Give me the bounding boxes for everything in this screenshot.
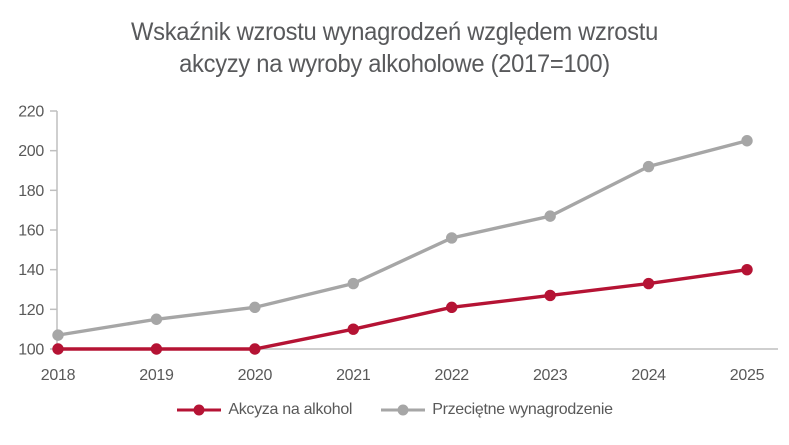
x-tick-label-2022: 2022 [435, 367, 470, 384]
data-point-przeci-tne-wynagrodzenie-2022 [446, 232, 458, 244]
y-tick-label-120: 120 [18, 302, 44, 319]
data-point-przeci-tne-wynagrodzenie-2021 [347, 277, 359, 290]
x-tick-label-2021: 2021 [336, 367, 371, 384]
legend-label-wynagrodzenie: Przeciętne wynagrodzenie [432, 401, 613, 418]
data-point-akcyza-na-alkohol-2020 [249, 343, 261, 355]
data-point-przeci-tne-wynagrodzenie-2019 [150, 313, 163, 325]
data-point-akcyza-na-alkohol-2018 [52, 343, 64, 355]
x-tick-label-2025: 2025 [730, 367, 765, 384]
x-tick-label-2019: 2019 [139, 367, 174, 384]
data-point-akcyza-na-alkohol-2023 [544, 289, 556, 302]
data-point-akcyza-na-alkohol-2025 [741, 263, 753, 276]
legend-line-dot-icon [381, 404, 426, 416]
y-tick-label-200: 200 [18, 143, 44, 160]
data-point-przeci-tne-wynagrodzenie-2020 [249, 301, 261, 314]
data-point-przeci-tne-wynagrodzenie-2024 [642, 160, 655, 173]
y-tick-label-180: 180 [18, 183, 44, 200]
data-point-przeci-tne-wynagrodzenie-2025 [741, 135, 753, 147]
chart-title: Wskaźnik wzrostu wynagrodzeń względem wz… [130, 18, 659, 78]
y-tick-label-140: 140 [18, 262, 44, 279]
legend-item-wynagrodzenie: Przeciętne wynagrodzenie [380, 401, 613, 419]
x-tick-label-2018: 2018 [41, 367, 76, 384]
data-point-akcyza-na-alkohol-2021 [347, 323, 359, 335]
legend-label-akcyza: Akcyza na alkohol [228, 401, 353, 418]
data-point-akcyza-na-alkohol-2019 [150, 343, 163, 355]
chart-legend: Akcyza na alkohol Przeciętne wynagrodzen… [0, 401, 789, 419]
series-line-akcyza-na-alkohol [58, 267, 748, 351]
data-point-akcyza-na-alkohol-2022 [446, 301, 458, 314]
x-tick-label-2023: 2023 [533, 367, 568, 384]
x-tick-label-2024: 2024 [631, 367, 666, 384]
data-point-przeci-tne-wynagrodzenie-2018 [52, 329, 64, 341]
data-point-przeci-tne-wynagrodzenie-2023 [544, 210, 556, 222]
legend-item-akcyza: Akcyza na alkohol [176, 401, 353, 419]
y-tick-label-100: 100 [18, 342, 44, 359]
data-point-akcyza-na-alkohol-2024 [642, 277, 655, 290]
x-tick-label-2020: 2020 [238, 367, 273, 384]
series-line-przeci-tne-wynagrodzenie [57, 139, 748, 337]
y-tick-label-220: 220 [18, 104, 44, 121]
legend-line-dot-icon [177, 404, 222, 416]
y-tick-label-160: 160 [18, 223, 44, 240]
